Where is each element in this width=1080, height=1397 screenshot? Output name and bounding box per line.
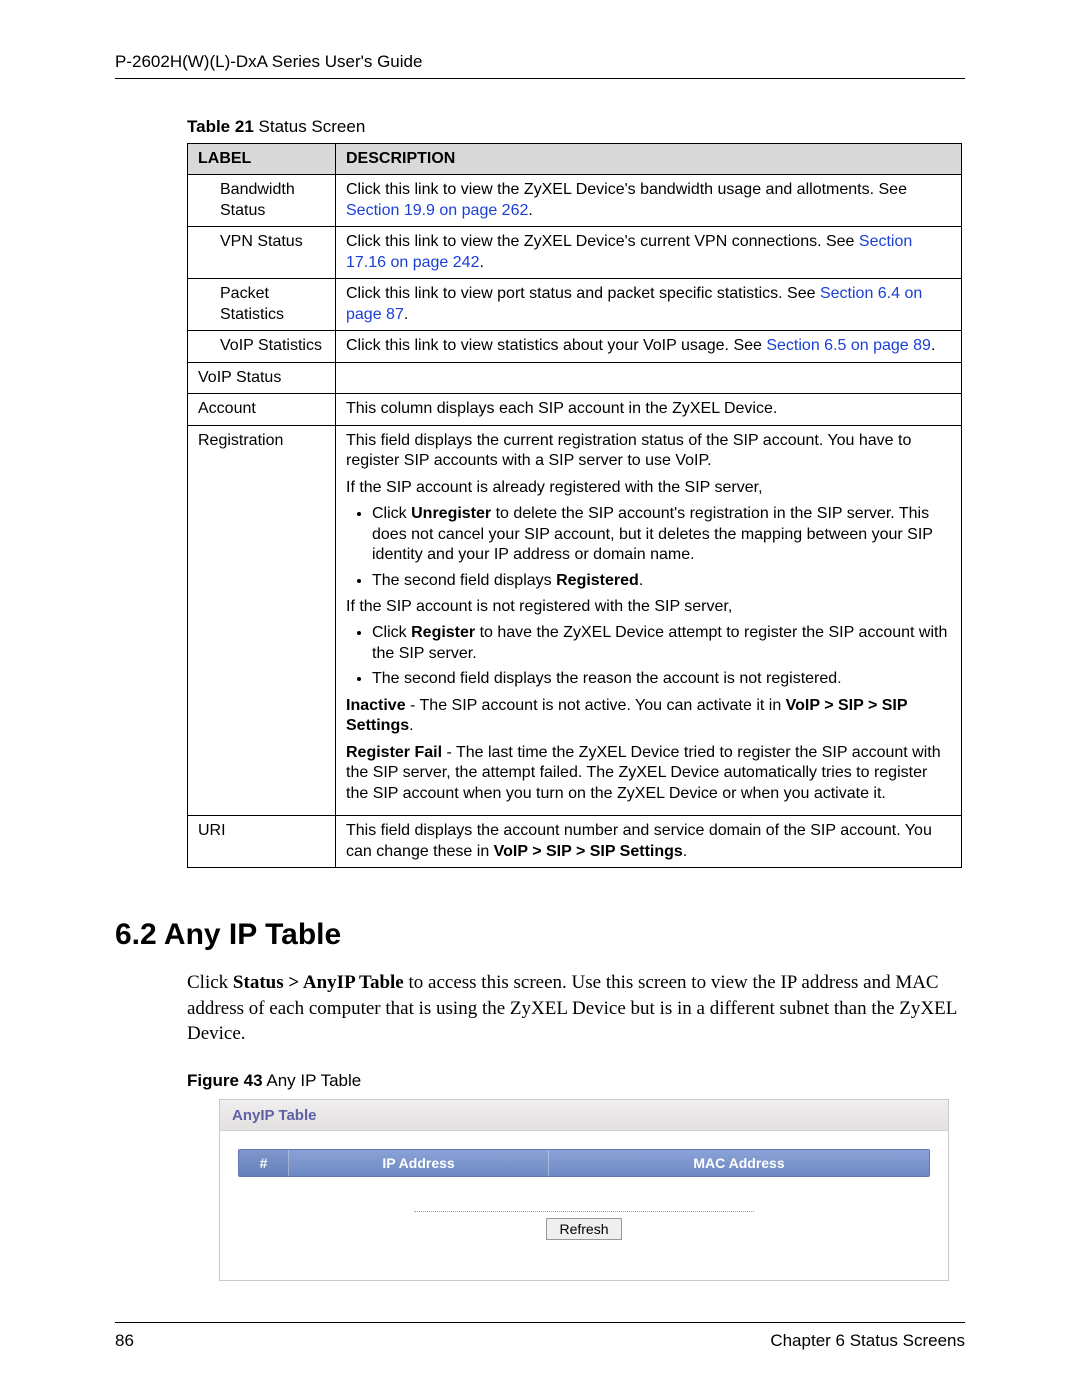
cell-label: VoIP Statistics: [188, 331, 336, 362]
cell-desc: Click this link to view statistics about…: [336, 331, 962, 362]
table-caption-bold: Table 21: [187, 117, 254, 136]
cell-desc: This column displays each SIP account in…: [336, 394, 962, 425]
th-desc: DESCRIPTION: [336, 144, 962, 175]
section-body: Click Status > AnyIP Table to access thi…: [187, 970, 965, 1047]
cell-desc: This field displays the current registra…: [336, 425, 962, 816]
anyip-table-header: # IP Address MAC Address: [238, 1149, 930, 1177]
figure-caption-bold: Figure 43: [187, 1071, 263, 1090]
chapter-label: Chapter 6 Status Screens: [770, 1331, 965, 1351]
page-footer: 86 Chapter 6 Status Screens: [115, 1322, 965, 1351]
refresh-button[interactable]: Refresh: [546, 1218, 621, 1240]
dotted-separator: [414, 1211, 754, 1212]
cell-label: Bandwidth Status: [188, 175, 336, 227]
cell-desc: Click this link to view port status and …: [336, 279, 962, 331]
table-row: VoIP Status: [188, 362, 962, 393]
th-label: LABEL: [188, 144, 336, 175]
table-row: Packet Statistics Click this link to vie…: [188, 279, 962, 331]
status-table: LABEL DESCRIPTION Bandwidth Status Click…: [187, 143, 962, 868]
cell-desc: Click this link to view the ZyXEL Device…: [336, 227, 962, 279]
table-row: URI This field displays the account numb…: [188, 816, 962, 868]
figure-caption-text: Any IP Table: [263, 1071, 362, 1090]
table-row: VPN Status Click this link to view the Z…: [188, 227, 962, 279]
running-header: P-2602H(W)(L)-DxA Series User's Guide: [115, 52, 965, 72]
col-ip: IP Address: [289, 1150, 549, 1176]
table-row: Bandwidth Status Click this link to view…: [188, 175, 962, 227]
figure-caption: Figure 43 Any IP Table: [187, 1071, 965, 1091]
table-row: Account This column displays each SIP ac…: [188, 394, 962, 425]
col-mac: MAC Address: [549, 1150, 929, 1176]
anyip-screenshot: AnyIP Table # IP Address MAC Address Ref…: [219, 1099, 949, 1281]
cell-label: VoIP Status: [188, 362, 336, 393]
anyip-title: AnyIP Table: [220, 1100, 948, 1131]
cell-label: Registration: [188, 425, 336, 816]
page-number: 86: [115, 1331, 134, 1351]
table-caption-text: Status Screen: [254, 117, 366, 136]
cell-label: VPN Status: [188, 227, 336, 279]
cell-label: Account: [188, 394, 336, 425]
cell-label: URI: [188, 816, 336, 868]
table-caption: Table 21 Status Screen: [187, 117, 965, 137]
cell-desc: [336, 362, 962, 393]
cell-desc: Click this link to view the ZyXEL Device…: [336, 175, 962, 227]
col-number: #: [239, 1150, 289, 1176]
footer-rule: [115, 1322, 965, 1323]
cell-desc: This field displays the account number a…: [336, 816, 962, 868]
table-row: VoIP Statistics Click this link to view …: [188, 331, 962, 362]
cell-label: Packet Statistics: [188, 279, 336, 331]
section-heading: 6.2 Any IP Table: [115, 918, 965, 952]
table-row: Registration This field displays the cur…: [188, 425, 962, 816]
header-rule: [115, 78, 965, 79]
